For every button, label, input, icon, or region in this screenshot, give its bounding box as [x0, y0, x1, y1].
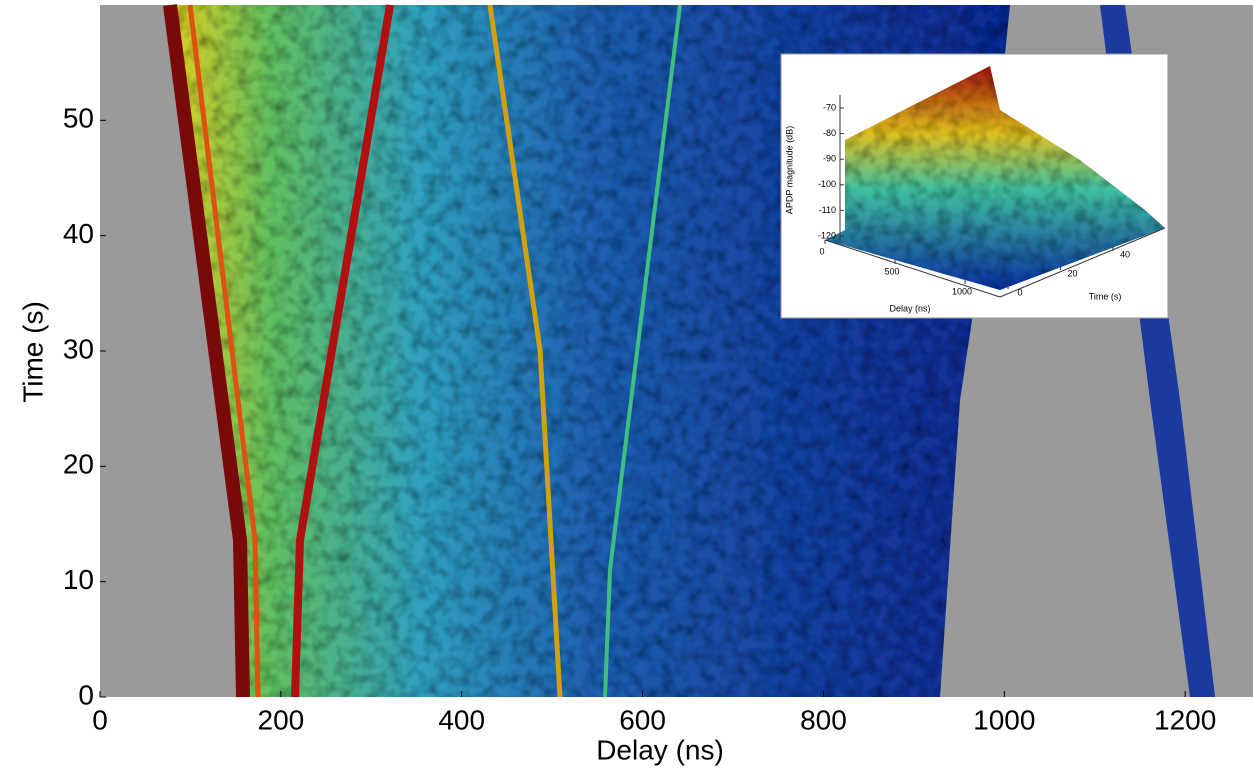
inset-z-tick-label: -80 [823, 128, 836, 138]
y-tick-label: 30 [63, 333, 94, 364]
inset-x-title: Delay (ns) [889, 303, 930, 313]
x-tick-label: 200 [258, 704, 305, 735]
y-tick-label: 0 [78, 679, 94, 710]
y-tick-label: 20 [63, 449, 94, 480]
y-axis-title: Time (s) [17, 301, 48, 403]
y-tick-label: 10 [63, 564, 94, 595]
ridge [187, 4, 261, 698]
x-tick-label: 600 [619, 704, 666, 735]
inset-x-tick-label: 1000 [952, 286, 972, 296]
inset-y-tick-label: 40 [1120, 249, 1130, 259]
x-tick-label: 1000 [973, 704, 1035, 735]
inset-axis [999, 227, 1166, 298]
inset-x-tick-label: 500 [884, 266, 899, 276]
y-tick-label: 40 [63, 218, 94, 249]
inset-z-tick-label: -110 [819, 205, 836, 215]
inset-z-tick-label: -70 [823, 102, 836, 112]
inset-y-title: Time (s) [1089, 291, 1122, 301]
ridge [487, 4, 563, 698]
inset-y-tick-label: 0 [1017, 287, 1022, 297]
inset-y-tick-label: 20 [1067, 268, 1077, 278]
x-tick-label: 800 [800, 704, 847, 735]
inset [780, 53, 1169, 319]
ridge [603, 4, 682, 698]
inset-z-tick-label: -100 [818, 179, 836, 189]
x-tick-label: 1200 [1154, 704, 1216, 735]
x-tick-label: 400 [438, 704, 485, 735]
ridge [291, 4, 394, 698]
axis-labels: Delay (ns) Time (s) Delay (ns) Time (s) … [17, 126, 1121, 766]
y-tick-label: 50 [63, 103, 94, 134]
ridge [163, 4, 250, 698]
inset-axis [824, 239, 1001, 298]
inset-z-tick-label: -120 [818, 230, 836, 240]
inset-x-tick-label: 0 [819, 246, 824, 256]
inset-z-title: APDP magnitude (dB) [784, 126, 794, 214]
x-axis-title: Delay (ns) [596, 734, 724, 765]
inset-surface [825, 66, 1165, 290]
x-tick-label: 0 [92, 704, 108, 735]
inset-z-tick-label: -90 [823, 154, 836, 164]
